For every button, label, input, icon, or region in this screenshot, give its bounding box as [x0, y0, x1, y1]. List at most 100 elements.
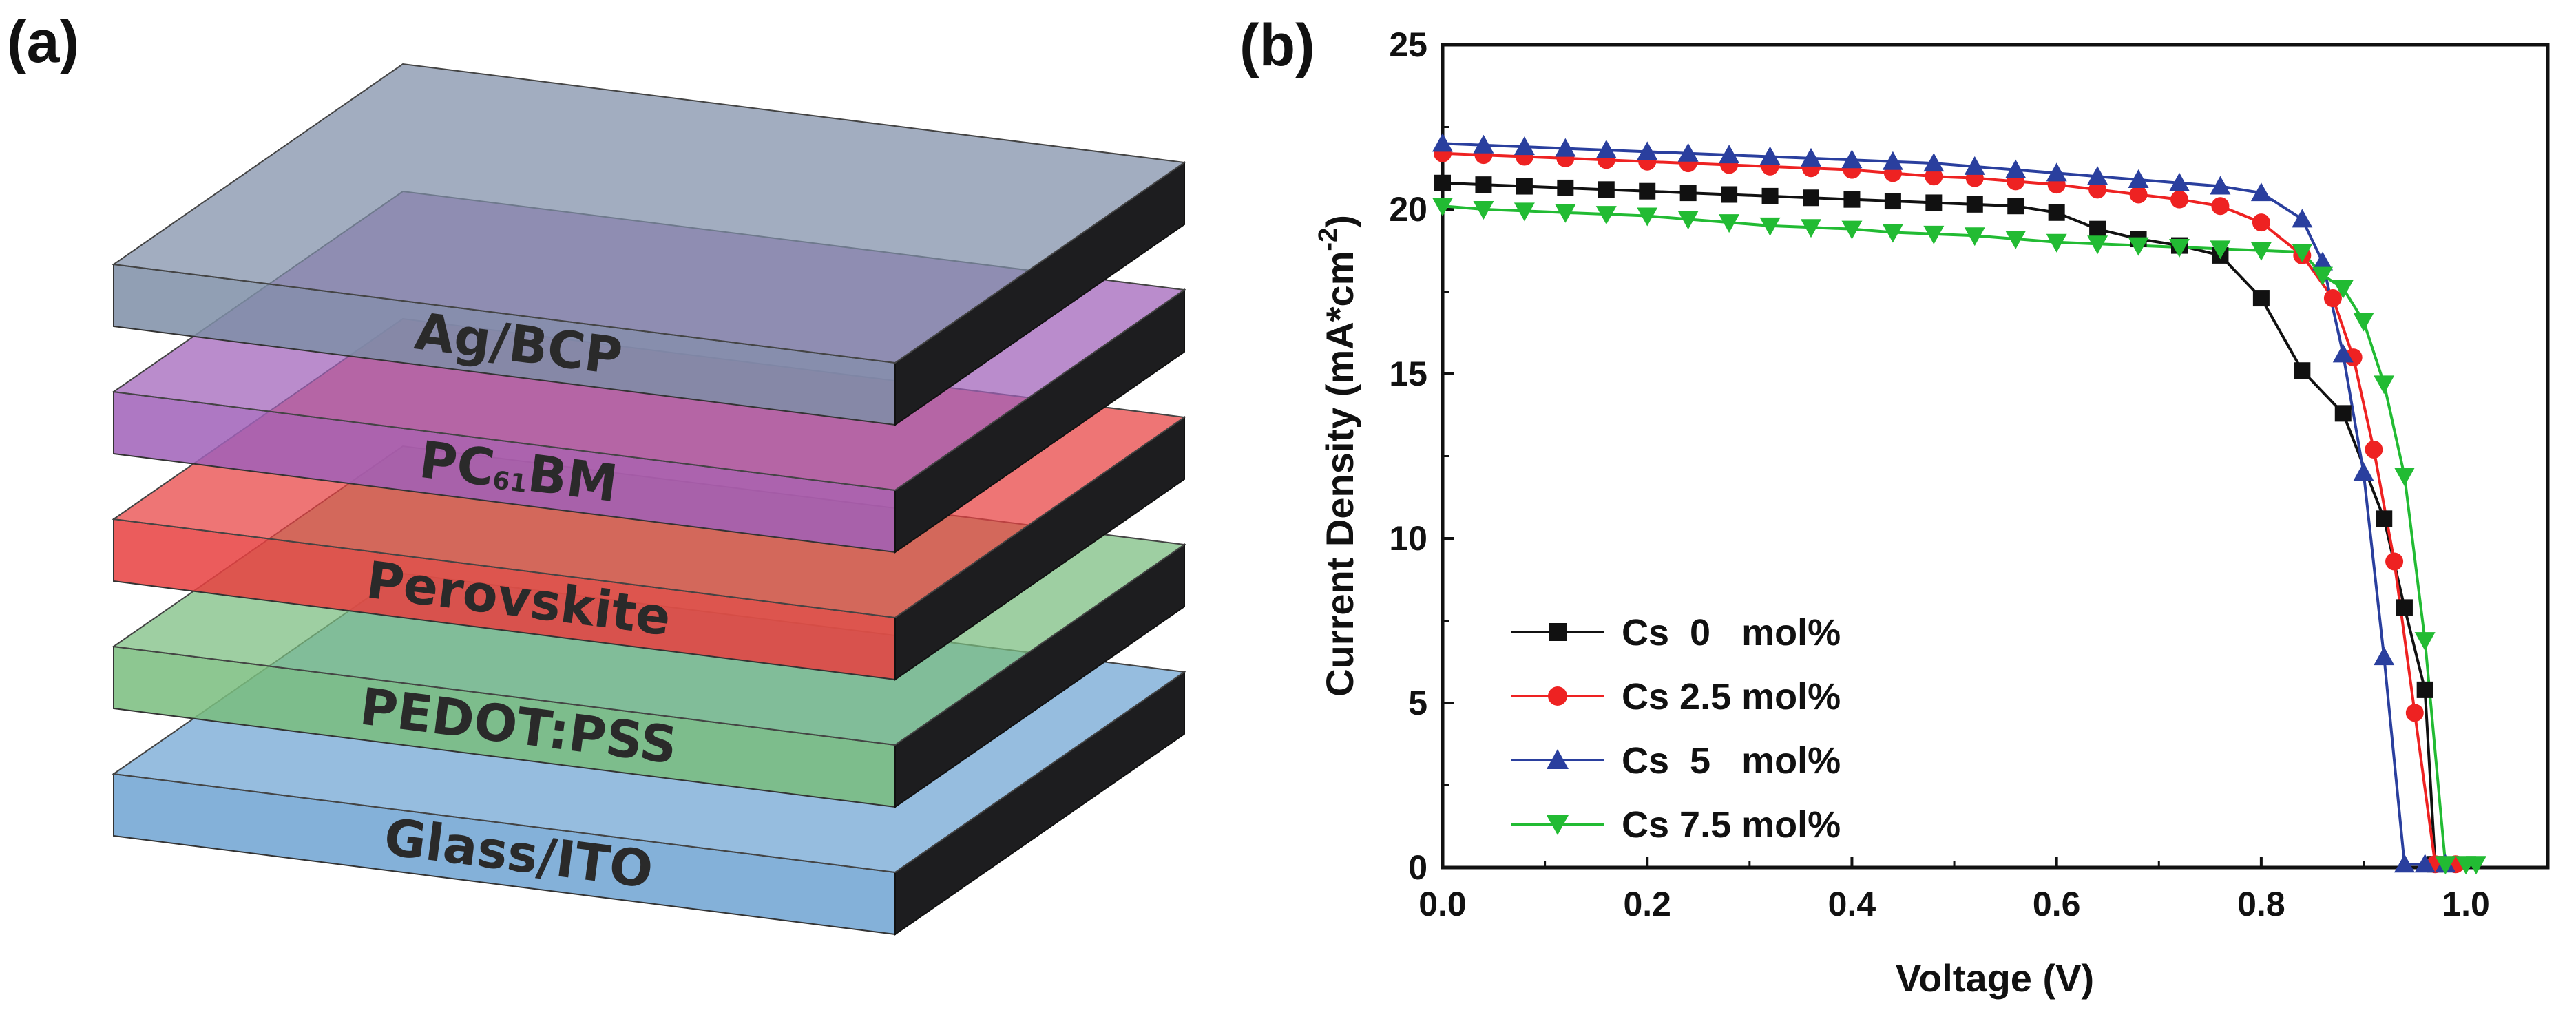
data-point-series-4: [2374, 375, 2395, 395]
data-point-series-3: [1841, 149, 1863, 169]
y-tick-label: 0: [1408, 848, 1427, 887]
layer-label-main: PC: [416, 430, 497, 498]
y-axis-title-sup: -2: [1314, 228, 1343, 251]
y-tick-label: 15: [1389, 355, 1427, 393]
data-point-series-3: [2353, 462, 2374, 481]
data-point-series-4: [2005, 231, 2027, 250]
x-tick-label: 0.8: [2237, 885, 2285, 923]
data-point-series-1: [1639, 182, 1656, 200]
data-point-series-1: [2048, 204, 2065, 221]
legend-label: Cs 7.5 mol%: [1622, 804, 1841, 845]
data-point-series-4: [2353, 313, 2374, 332]
data-point-series-3: [1555, 138, 1576, 157]
data-point-series-4: [1595, 206, 1617, 225]
data-point-series-4: [1555, 204, 1576, 223]
data-point-series-2: [2088, 180, 2107, 199]
legend-entry: Cs 2.5 mol%: [1511, 676, 1841, 717]
data-point-series-2: [2129, 185, 2148, 204]
data-point-series-2: [2170, 190, 2188, 209]
data-point-series-3: [2414, 854, 2436, 873]
data-point-series-4: [1719, 214, 1740, 233]
data-point-series-1: [2416, 681, 2433, 698]
data-point-series-4: [2394, 468, 2415, 487]
layer-top-face: [112, 63, 1186, 364]
data-point-series-3: [1473, 134, 1494, 154]
y-tick-label: 10: [1389, 519, 1427, 558]
legend-marker: [1547, 749, 1569, 769]
data-point-series-2: [1925, 167, 1943, 186]
data-point-series-3: [2087, 166, 2108, 185]
data-point-series-1: [2294, 362, 2311, 379]
data-point-series-1: [2089, 220, 2106, 238]
data-point-series-1: [2007, 198, 2024, 215]
data-point-series-1: [1884, 193, 1901, 210]
data-point-series-2: [2365, 440, 2383, 459]
data-point-series-3: [1923, 153, 1945, 172]
data-point-series-4: [2435, 856, 2456, 875]
legend-label: Cs 0 mol%: [1622, 612, 1841, 653]
data-point-series-3: [2169, 172, 2190, 191]
series-line-1: [1442, 181, 2437, 865]
x-axis-title: Voltage (V): [1896, 956, 2094, 1000]
data-point-series-1: [2334, 405, 2352, 422]
data-point-series-3: [2005, 159, 2027, 178]
data-point-series-3: [2312, 251, 2334, 271]
y-axis-title-main: Current Density (mA*cm: [1318, 251, 1361, 697]
legend-entry: Cs 7.5 mol%: [1511, 804, 1841, 845]
data-point-series-3: [1964, 156, 1985, 175]
data-point-series-3: [1432, 133, 1453, 152]
data-point-series-1: [1721, 186, 1738, 203]
legend-marker: [1548, 686, 1567, 706]
data-point-series-4: [1637, 207, 1658, 227]
data-point-series-4: [1923, 225, 1945, 244]
layer-1: Ag/BCP: [112, 63, 1186, 426]
jv-chart: 0.0 0.2 0.4 0.6 0.8 1.0 0 5 10 15 20 25 Voltage (V)…: [1314, 25, 2550, 1000]
data-point-series-1: [2396, 599, 2413, 616]
data-point-series-3: [2210, 176, 2231, 195]
layer-label-suffix: BM: [525, 443, 621, 514]
series-lines: [1442, 142, 2476, 866]
layer-label-sub: 61: [491, 466, 529, 498]
data-point-series-3: [1882, 151, 1903, 170]
x-tick-label: 1.0: [2442, 885, 2490, 923]
data-point-series-2: [2252, 213, 2270, 232]
data-point-series-3: [2046, 162, 2067, 182]
data-point-series-1: [1803, 189, 1819, 207]
legend-entry: Cs 0 mol%: [1511, 612, 1841, 653]
data-point-series-4: [2292, 244, 2313, 263]
data-point-series-1: [1557, 179, 1574, 196]
data-point-series-2: [2323, 289, 2342, 308]
data-point-series-1: [1761, 187, 1779, 204]
data-point-series-3: [1719, 145, 1740, 164]
data-point-series-1: [1434, 174, 1451, 191]
data-point-series-3: [1677, 143, 1699, 162]
data-point-series-2: [2405, 704, 2424, 722]
data-point-series-3: [2250, 182, 2272, 202]
data-point-series-1: [1843, 191, 1861, 208]
data-point-series-4: [2332, 280, 2354, 299]
y-tick-label: 5: [1408, 684, 1427, 722]
x-tick-label: 0.4: [1828, 885, 1876, 923]
data-point-series-4: [2414, 632, 2436, 651]
data-point-series-2: [2385, 552, 2404, 571]
layer-label: PC61BM: [416, 430, 620, 514]
data-point-series-4: [1964, 227, 1985, 246]
data-point-series-4: [2169, 238, 2190, 258]
data-point-series-1: [1925, 194, 1943, 211]
data-point-series-4: [1432, 198, 1453, 217]
series-markers: [1432, 133, 2486, 875]
panel-a-label: (a): [7, 9, 79, 75]
data-point-series-4: [1677, 211, 1699, 230]
x-tick-label: 0.6: [2033, 885, 2081, 923]
data-point-series-4: [2312, 266, 2334, 286]
data-point-series-3: [1514, 136, 1535, 156]
series-line-4: [1442, 204, 2476, 866]
data-point-series-3: [2128, 169, 2149, 188]
data-point-series-4: [1801, 219, 1821, 238]
data-point-series-3: [1801, 147, 1821, 167]
data-point-series-4: [2210, 240, 2231, 260]
data-point-series-4: [1514, 202, 1535, 222]
data-point-series-1: [2376, 510, 2393, 527]
legend-label: Cs 2.5 mol%: [1622, 676, 1841, 717]
